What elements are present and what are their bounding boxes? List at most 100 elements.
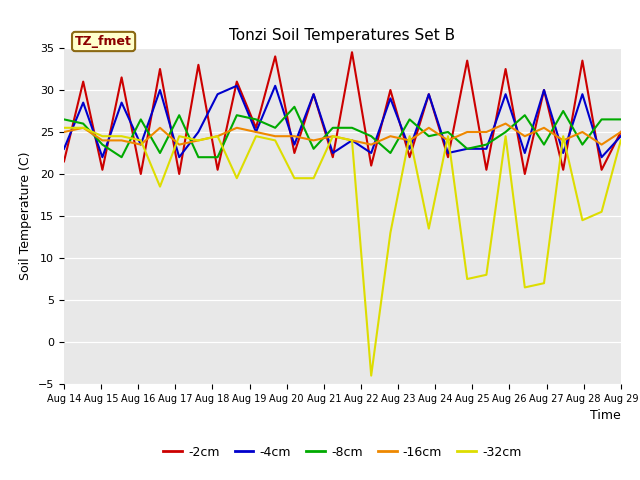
-2cm xyxy=(425,91,433,97)
-8cm xyxy=(118,154,125,160)
-16cm xyxy=(156,125,164,131)
Title: Tonzi Soil Temperatures Set B: Tonzi Soil Temperatures Set B xyxy=(229,28,456,43)
-4cm xyxy=(310,91,317,97)
-8cm xyxy=(195,154,202,160)
-16cm xyxy=(118,137,125,143)
-4cm xyxy=(348,137,356,143)
-32cm xyxy=(233,175,241,181)
-4cm xyxy=(444,150,452,156)
-32cm xyxy=(175,133,183,139)
-16cm xyxy=(579,129,586,135)
-16cm xyxy=(387,133,394,139)
-4cm xyxy=(521,150,529,156)
-16cm xyxy=(559,137,567,143)
-8cm xyxy=(271,125,279,131)
-8cm xyxy=(348,125,356,131)
-32cm xyxy=(291,175,298,181)
-2cm xyxy=(252,125,260,131)
-4cm xyxy=(291,142,298,147)
-2cm xyxy=(214,167,221,173)
-16cm xyxy=(483,129,490,135)
-32cm xyxy=(483,272,490,277)
-32cm xyxy=(425,226,433,231)
Line: -16cm: -16cm xyxy=(64,123,621,144)
-4cm xyxy=(137,142,145,147)
-8cm xyxy=(367,133,375,139)
-4cm xyxy=(233,83,241,89)
Legend: -2cm, -4cm, -8cm, -16cm, -32cm: -2cm, -4cm, -8cm, -16cm, -32cm xyxy=(158,441,527,464)
-16cm xyxy=(521,133,529,139)
-32cm xyxy=(406,133,413,139)
-4cm xyxy=(579,91,586,97)
-2cm xyxy=(118,74,125,80)
-8cm xyxy=(463,146,471,152)
-16cm xyxy=(406,137,413,143)
-16cm xyxy=(60,129,68,135)
-2cm xyxy=(617,129,625,135)
-2cm xyxy=(348,49,356,55)
-4cm xyxy=(252,129,260,135)
-16cm xyxy=(348,137,356,143)
-8cm xyxy=(291,104,298,109)
-2cm xyxy=(329,154,337,160)
-8cm xyxy=(252,117,260,122)
-2cm xyxy=(233,79,241,84)
Text: TZ_fmet: TZ_fmet xyxy=(75,35,132,48)
-16cm xyxy=(291,133,298,139)
-4cm xyxy=(79,100,87,106)
-2cm xyxy=(291,150,298,156)
-32cm xyxy=(579,217,586,223)
-32cm xyxy=(137,137,145,143)
-8cm xyxy=(444,129,452,135)
-8cm xyxy=(60,117,68,122)
-8cm xyxy=(502,129,509,135)
-8cm xyxy=(329,125,337,131)
Line: -8cm: -8cm xyxy=(64,107,621,157)
-4cm xyxy=(214,91,221,97)
-2cm xyxy=(310,91,317,97)
-4cm xyxy=(271,83,279,89)
-32cm xyxy=(329,133,337,139)
-16cm xyxy=(617,129,625,135)
-16cm xyxy=(367,142,375,147)
-8cm xyxy=(579,142,586,147)
-8cm xyxy=(233,112,241,118)
-32cm xyxy=(598,209,605,215)
-32cm xyxy=(156,184,164,190)
-16cm xyxy=(598,142,605,147)
Y-axis label: Soil Temperature (C): Soil Temperature (C) xyxy=(19,152,33,280)
-32cm xyxy=(79,125,87,131)
-2cm xyxy=(99,167,106,173)
-2cm xyxy=(195,62,202,68)
-4cm xyxy=(559,150,567,156)
-16cm xyxy=(195,137,202,143)
-2cm xyxy=(137,171,145,177)
-8cm xyxy=(137,117,145,122)
-2cm xyxy=(540,87,548,93)
Line: -4cm: -4cm xyxy=(64,86,621,157)
-16cm xyxy=(540,125,548,131)
-2cm xyxy=(502,66,509,72)
-32cm xyxy=(252,133,260,139)
-8cm xyxy=(214,154,221,160)
-32cm xyxy=(559,133,567,139)
-8cm xyxy=(540,142,548,147)
-4cm xyxy=(617,133,625,139)
-8cm xyxy=(156,150,164,156)
-4cm xyxy=(463,146,471,152)
-2cm xyxy=(579,58,586,63)
-2cm xyxy=(559,167,567,173)
-2cm xyxy=(444,154,452,160)
-4cm xyxy=(60,146,68,152)
-4cm xyxy=(540,87,548,93)
-4cm xyxy=(367,150,375,156)
-8cm xyxy=(617,117,625,122)
-8cm xyxy=(79,120,87,126)
-2cm xyxy=(367,163,375,168)
-8cm xyxy=(483,142,490,147)
-4cm xyxy=(175,154,183,160)
-2cm xyxy=(406,154,413,160)
-2cm xyxy=(387,87,394,93)
-32cm xyxy=(367,372,375,378)
-8cm xyxy=(559,108,567,114)
